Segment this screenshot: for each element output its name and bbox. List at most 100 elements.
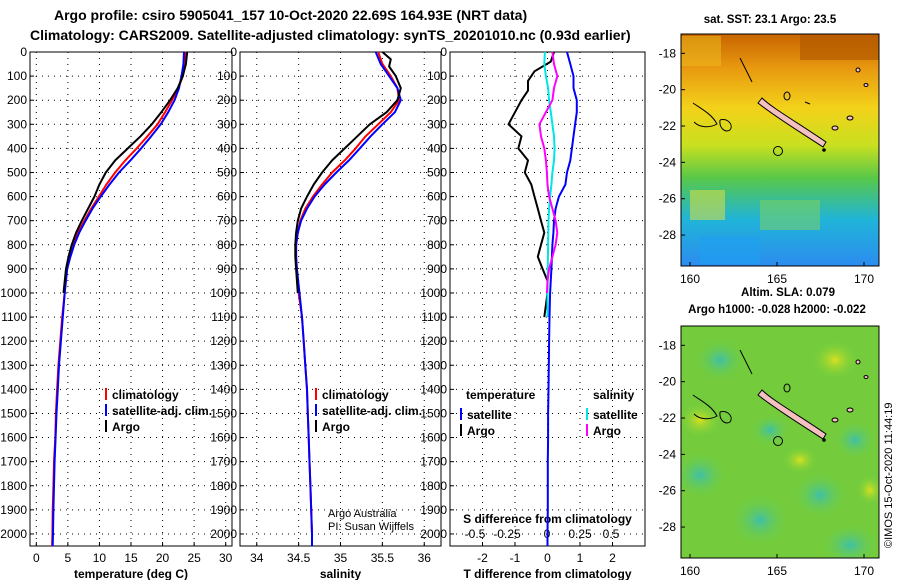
depth-tick-label: 400	[217, 141, 237, 155]
depth-tick-label: 1800	[210, 479, 237, 493]
depth-tick-label: 1600	[420, 431, 447, 445]
secondary-xtick-label: -0.25	[493, 527, 521, 541]
series-salinity-satellite	[543, 51, 556, 318]
depth-tick-label: 500	[427, 165, 447, 179]
temperature-legend-label: climatology	[112, 388, 179, 402]
depth-tick-label: 600	[427, 190, 447, 204]
map-lat-label: -20	[659, 375, 677, 389]
depth-tick-label: 1700	[420, 455, 447, 469]
depth-tick-label: 100	[217, 69, 237, 83]
depth-tick-label: 0	[20, 45, 27, 59]
depth-tick-label: 1800	[420, 479, 447, 493]
depth-tick-label: 200	[7, 93, 27, 107]
series-satellite-adj-clim-	[51, 51, 185, 547]
depth-tick-label: 700	[7, 214, 27, 228]
depth-tick-label: 1000	[420, 286, 447, 300]
panel-difference: -2 -1 0 1 2 T difference from climatology 0 100…	[420, 45, 646, 580]
depth-tick-label: 1300	[0, 358, 27, 372]
map-lat-label: -18	[659, 338, 677, 352]
depth-tick-label: 1900	[0, 503, 27, 517]
map-lat-label: -26	[659, 192, 677, 206]
depth-tick-label: 1900	[420, 503, 447, 517]
title-line-1: Argo profile: csiro 5905041_157 10-Oct-2…	[54, 7, 528, 23]
map-lat-label: -28	[659, 520, 677, 534]
depth-tick-label: 900	[217, 262, 237, 276]
argo-position-marker	[773, 146, 783, 156]
depth-tick-label: 400	[7, 141, 27, 155]
credit-stamp: ©IMOS 15-Oct-2020 11:44:19	[883, 403, 895, 548]
panel-salinity: 34 34.5 35 35.5 36 salinity 0 100 200 300 400 500 60…	[210, 45, 442, 580]
depth-tick-label: 600	[217, 190, 237, 204]
depth-tick-label: 100	[7, 69, 27, 83]
map-lon-label: 160	[680, 272, 700, 286]
sst-field	[681, 34, 879, 266]
depth-tick-label: 1000	[210, 286, 237, 300]
reef-outline	[739, 57, 753, 83]
difference-legend-label: satellite	[593, 408, 638, 422]
depth-tick-label: 1200	[210, 334, 237, 348]
panel-temperature: 0 5 10 15 20 25 30 temperature (deg C) 0 100 200 30…	[0, 45, 232, 580]
depth-tick-label: 800	[427, 238, 447, 252]
sla-map: Altim. SLA: 0.079 Argo h1000: -0.028 h20…	[659, 287, 880, 578]
map-lat-label: -28	[659, 228, 677, 242]
sst-map-title: sat. SST: 23.1 Argo: 23.5	[704, 14, 837, 26]
map-lat-label: -24	[659, 447, 677, 461]
depth-tick-label: 700	[217, 214, 237, 228]
difference-xtick-label: 0	[544, 551, 551, 565]
sst-map-frame	[680, 33, 880, 267]
series-temperature-argo	[507, 51, 555, 318]
sla-map-title-1: Altim. SLA: 0.079	[741, 287, 835, 299]
depth-tick-label: 300	[427, 117, 447, 131]
depth-tick-label: 1700	[0, 455, 27, 469]
salinity-xtick-label: 36	[418, 551, 432, 565]
map-lon-label: 170	[854, 272, 874, 286]
temperature-xtick-label: 20	[156, 551, 170, 565]
temperature-xtick-label: 15	[124, 551, 138, 565]
sla-map-title-2: Argo h1000: -0.028 h2000: -0.022	[688, 304, 866, 316]
depth-tick-label: 800	[7, 238, 27, 252]
depth-tick-label: 1400	[210, 382, 237, 396]
depth-tick-label: 200	[217, 93, 237, 107]
salinity-xlabel: salinity	[320, 567, 362, 580]
depth-tick-label: 500	[217, 165, 237, 179]
depth-tick-label: 1100	[421, 310, 447, 324]
series-argo	[294, 51, 402, 294]
depth-tick-label: 1600	[210, 431, 237, 445]
sla-map-frame	[680, 325, 880, 559]
map-lat-label: -22	[659, 119, 677, 133]
secondary-xtick-label: -0.5	[465, 527, 486, 541]
depth-tick-label: 2000	[420, 527, 447, 541]
depth-tick-label: 900	[7, 262, 27, 276]
depth-tick-label: 100	[427, 69, 447, 83]
difference-legend-label: satellite	[467, 408, 512, 422]
depth-tick-label: 1100	[211, 310, 237, 324]
map-lon-label: 165	[767, 564, 787, 578]
difference-legend-label: Argo	[467, 424, 495, 438]
difference-xlabel: T difference from climatology	[463, 567, 631, 580]
depth-tick-label: 1700	[210, 455, 237, 469]
temperature-xtick-label: 10	[93, 551, 107, 565]
series-temperature-satellite	[546, 51, 578, 546]
new-caledonia-island	[757, 97, 827, 148]
depth-tick-label: 900	[427, 262, 447, 276]
depth-tick-label: 1300	[210, 358, 237, 372]
legend-title-salinity: salinity	[593, 388, 635, 402]
difference-xtick-label: 2	[609, 551, 616, 565]
difference-grid	[450, 51, 645, 546]
depth-tick-label: 0	[440, 45, 447, 59]
map-lon-label: 165	[767, 272, 787, 286]
depth-tick-label: 1600	[0, 431, 27, 445]
legend-title-temperature: temperature	[466, 388, 536, 402]
depth-tick-label: 1500	[0, 406, 27, 420]
depth-tick-label: 500	[7, 165, 27, 179]
temperature-legend-label: satellite-adj. clim.	[112, 404, 212, 418]
difference-xtick-label: -2	[477, 551, 488, 565]
series-satellite-adj-clim-	[295, 51, 402, 546]
temperature-legend-label: Argo	[112, 420, 140, 434]
salinity-xtick-label: 35.5	[371, 551, 395, 565]
depth-tick-label: 1400	[420, 382, 447, 396]
depth-tick-label: 700	[427, 214, 447, 228]
depth-tick-label: 1800	[0, 479, 27, 493]
depth-tick-label: 600	[7, 190, 27, 204]
